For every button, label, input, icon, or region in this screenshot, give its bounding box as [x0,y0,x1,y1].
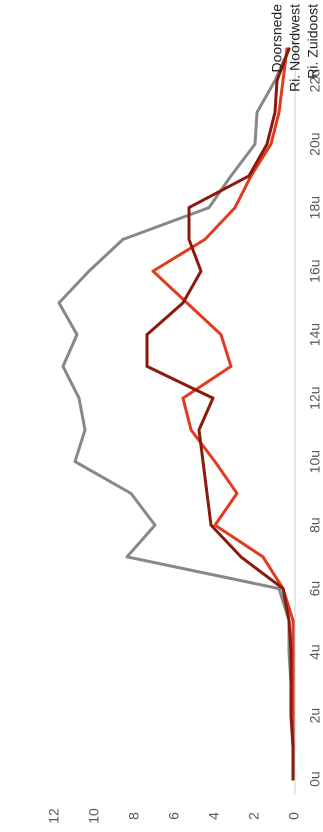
series-line-2 [145,47,295,781]
value-tick-label: 0 [286,812,302,820]
hour-tick-label: 8u [307,517,323,533]
hour-tick-label: 6u [307,581,323,597]
value-tick-label: 2 [246,812,262,820]
value-axis: 0 2 4 6 8 10 12 0u 2u 4u 6u 8u 10u 12u 14u 16u 18u 20u 22u [46,33,323,824]
hour-tick-label: 14u [307,323,323,346]
value-tick-label: 6 [166,812,182,820]
hour-tick-label: 12u [307,386,323,409]
hour-tick-label: 0u [307,771,323,787]
series-lines [57,47,295,781]
series-line-1 [151,47,295,781]
hour-tick-label: 22u [307,69,323,92]
value-tick-label: 8 [126,812,142,820]
legend-entry: Doorsnede [269,4,285,73]
legend-entry: Ri. Noordwest [287,4,303,92]
hour-tick-label: 18u [307,196,323,219]
hour-tick-label: 10u [307,450,323,473]
legend-entry: Ri. Zuidoost [305,4,321,79]
value-tick-label: 4 [206,812,222,820]
legend: Doorsnede Ri. Noordwest Ri. Zuidoost [269,4,321,92]
series-line-0 [57,47,295,781]
hour-tick-label: 4u [307,644,323,660]
hour-tick-label: 2u [307,708,323,724]
value-tick-label: 10 [86,808,102,824]
hour-tick-label: 16u [307,259,323,282]
value-tick-label: 12 [46,808,62,824]
hour-tick-label: 20u [307,132,323,155]
